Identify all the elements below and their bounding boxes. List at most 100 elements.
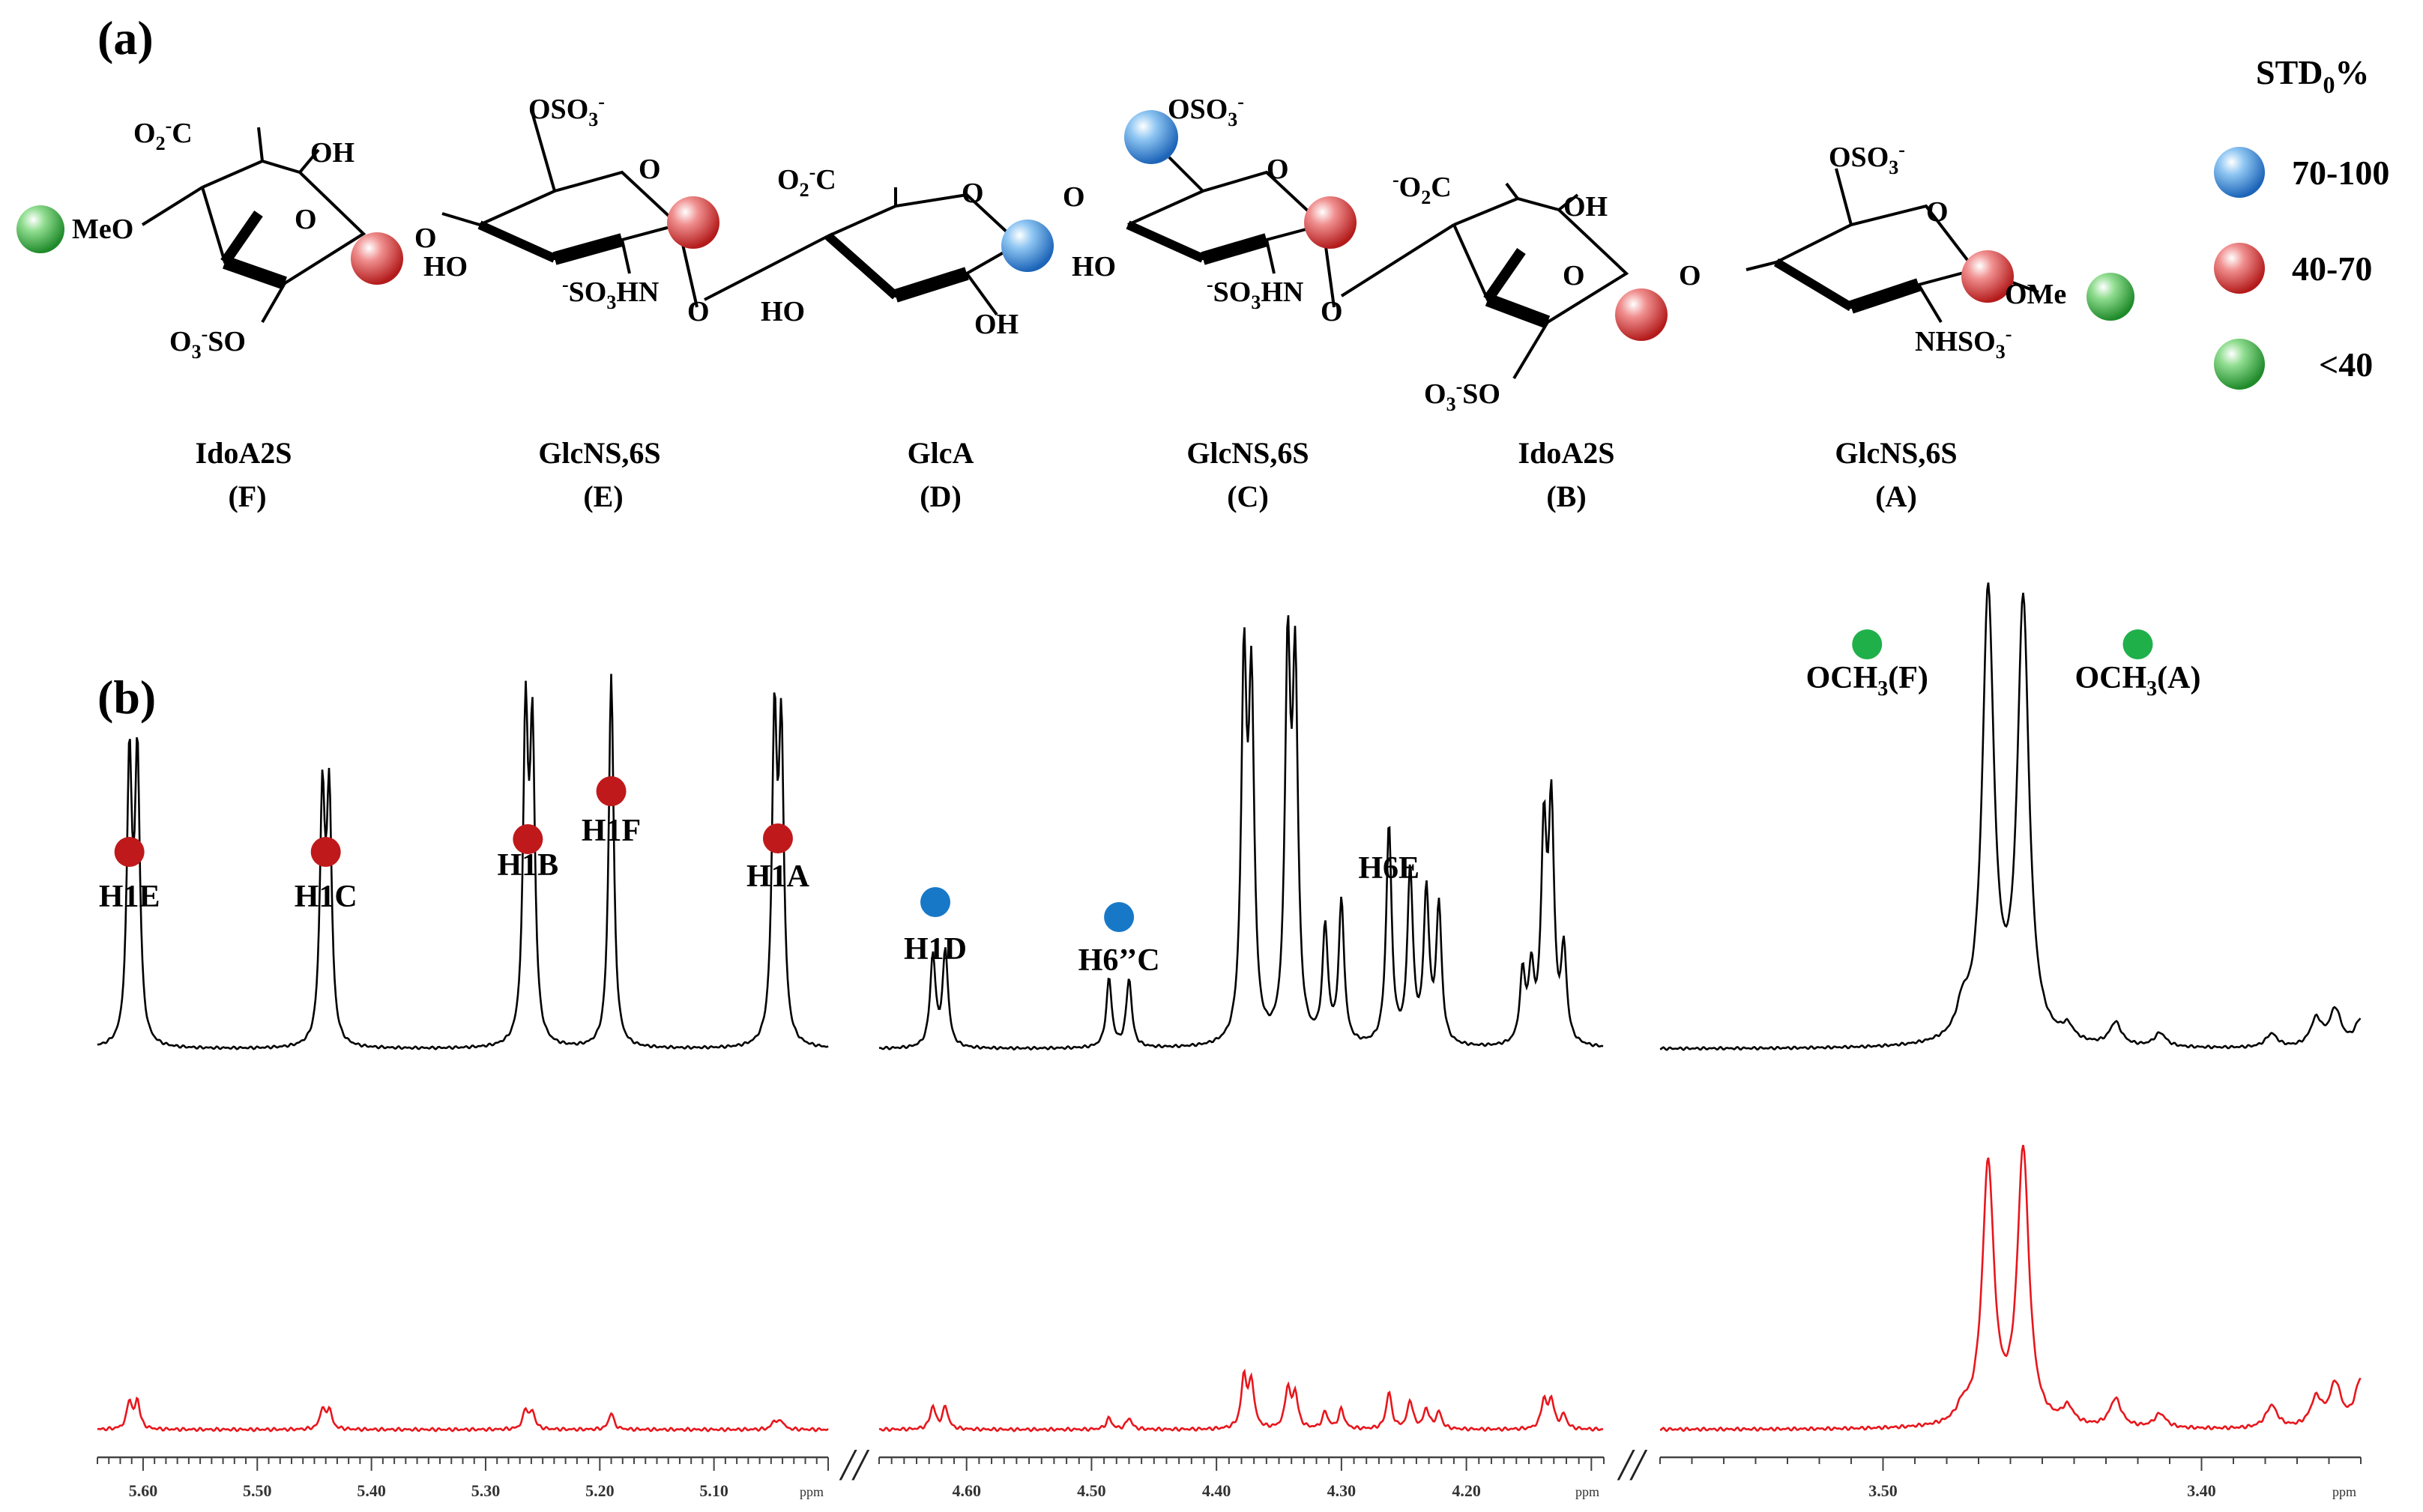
reference-spectrum-segment-3 [1659, 582, 2362, 1051]
axis-unit-label: ppm [2332, 1484, 2356, 1499]
legend: STD0% 70-100 40-70 <40 [2214, 53, 2389, 390]
peak-label: H1F [582, 814, 641, 848]
e-ring-o-label: O [639, 154, 661, 185]
red-sphere-f [351, 232, 403, 285]
residue-a-name: GlcNS,6S [1835, 436, 1957, 470]
residue-c-letter: (C) [1227, 480, 1269, 513]
a-ring-o-label: O [1926, 196, 1949, 228]
c-oso3-label: OSO3- [1168, 91, 1244, 130]
peak-label: H1D [904, 932, 967, 967]
d-o2c-label: O2-C [777, 161, 836, 201]
residue-b-letter: (B) [1546, 480, 1586, 513]
tick-label: 3.40 [2187, 1481, 2216, 1500]
std-dot-marker [513, 824, 543, 854]
legend-title: STD0% [2256, 53, 2369, 98]
a-nhso3-label: NHSO3- [1915, 323, 2012, 363]
residue-d-name: GlcA [908, 436, 974, 470]
c-ho-label: HO [1072, 251, 1116, 282]
f-glyco-o-label: O [414, 223, 437, 254]
c-glyco-o-label: O [1321, 296, 1343, 327]
residue-e-letter: (E) [583, 480, 623, 513]
meo-label: MeO [72, 214, 133, 245]
tick-label: 4.50 [1077, 1481, 1106, 1500]
b-o3so-label: O3-SO [1424, 375, 1500, 415]
legend-label-red: 40-70 [2292, 250, 2372, 288]
std-dot-marker [310, 837, 341, 867]
f-o2c-label: O2-C [133, 115, 193, 154]
tick-label: 5.60 [129, 1481, 158, 1500]
red-sphere-c [1304, 196, 1357, 249]
blue-sphere-d [1001, 220, 1054, 272]
std-dot-marker [596, 776, 627, 806]
residue-f-ring [141, 127, 366, 323]
peak-label: H1A [746, 859, 810, 894]
residue-d-letter: (D) [920, 480, 962, 513]
peak-label: H6E [1358, 851, 1419, 886]
axis-break: // [1617, 1440, 1648, 1490]
peak-label: H1C [295, 880, 357, 914]
red-sphere-a [1961, 250, 2014, 303]
ppm-axis: 5.60 5.50 5.40 5.30 5.20 5.10 ppm 4.60 4.50 4.40 4… [97, 1440, 2362, 1500]
blue-sphere-c [1124, 110, 1178, 164]
f-o3so-label: O3-SO [169, 323, 246, 363]
legend-swatch-green [2214, 339, 2265, 390]
nmr-spectra [97, 582, 2362, 1433]
tick-label: 5.50 [243, 1481, 272, 1500]
b-co2-label: -O2C [1392, 169, 1452, 208]
residue-a-letter: (A) [1875, 480, 1917, 513]
residue-b-name: IdoA2S [1518, 436, 1615, 470]
std-dot-marker [114, 837, 145, 867]
c-so3hn-label: -SO3HN [1207, 273, 1303, 313]
residue-f-letter: (F) [228, 480, 266, 513]
peak-annotations: H1E H1C H1B H1F H1A H1D H6’’C H6E OCH3(F) OCH3(A) [99, 629, 2200, 978]
tick-label: 4.60 [952, 1481, 981, 1500]
d-ring-o-label: O [962, 178, 984, 209]
a-oso3-label: OSO3- [1829, 139, 1905, 178]
c-ring-o-label: O [1267, 154, 1289, 185]
std-dot-marker [1104, 902, 1135, 932]
legend-swatch-blue [2214, 147, 2265, 198]
reference-spectrum-segment-1 [97, 674, 829, 1050]
panel-a-label: (a) [97, 11, 154, 64]
f-oh-label: OH [310, 137, 354, 169]
a-ome-label: OMe [2005, 279, 2066, 310]
hexasaccharide-structure [16, 110, 2134, 380]
b-glyco-o-label: O [1679, 260, 1701, 291]
std-dot-marker [762, 823, 793, 853]
e-oso3-label: OSO3- [528, 91, 605, 130]
b-ring-o-label: O [1563, 260, 1585, 291]
tick-label: 4.20 [1452, 1481, 1481, 1500]
residue-c-name: GlcNS,6S [1186, 436, 1309, 470]
std-spectrum-segment-1 [97, 1396, 829, 1433]
axis-unit-label: ppm [800, 1484, 824, 1499]
tick-label: 5.10 [699, 1481, 728, 1500]
tick-label: 3.50 [1868, 1481, 1898, 1500]
residue-names: IdoA2S (F) GlcNS,6S (E) GlcA (D) GlcNS,6… [196, 436, 1958, 513]
d-oh-label: OH [974, 309, 1019, 340]
chemical-labels: MeO O2-C OH O O3-SO O OSO3- O HO -SO3HN … [72, 91, 2066, 415]
red-sphere-b [1615, 288, 1668, 341]
peak-label: OCH3(F) [1806, 661, 1928, 701]
std-spectrum-segment-2 [878, 1368, 1604, 1433]
std-dot-marker [920, 887, 951, 917]
tick-label: 5.40 [357, 1481, 386, 1500]
green-sphere-meo [16, 205, 64, 253]
peak-label: H1B [497, 848, 558, 883]
f-ring-o-label: O [295, 204, 317, 235]
legend-label-blue: 70-100 [2292, 154, 2389, 192]
peak-label: H6’’C [1078, 943, 1160, 978]
green-sphere-ome [2086, 273, 2134, 321]
tick-label: 5.20 [585, 1481, 615, 1500]
residue-b-ring [1340, 182, 1629, 380]
b-oh-label: OH [1563, 191, 1608, 223]
e-glyco-o-label: O [687, 296, 710, 327]
std-spectrum-segment-3 [1659, 1144, 2362, 1433]
tick-label: 4.40 [1202, 1481, 1231, 1500]
red-sphere-e [667, 196, 719, 249]
panel-b-label: (b) [97, 671, 156, 724]
e-so3hn-label: -SO3HN [562, 273, 659, 313]
axis-unit-label: ppm [1575, 1484, 1599, 1499]
legend-swatch-red [2214, 243, 2265, 294]
std-dot-marker [2122, 629, 2153, 659]
